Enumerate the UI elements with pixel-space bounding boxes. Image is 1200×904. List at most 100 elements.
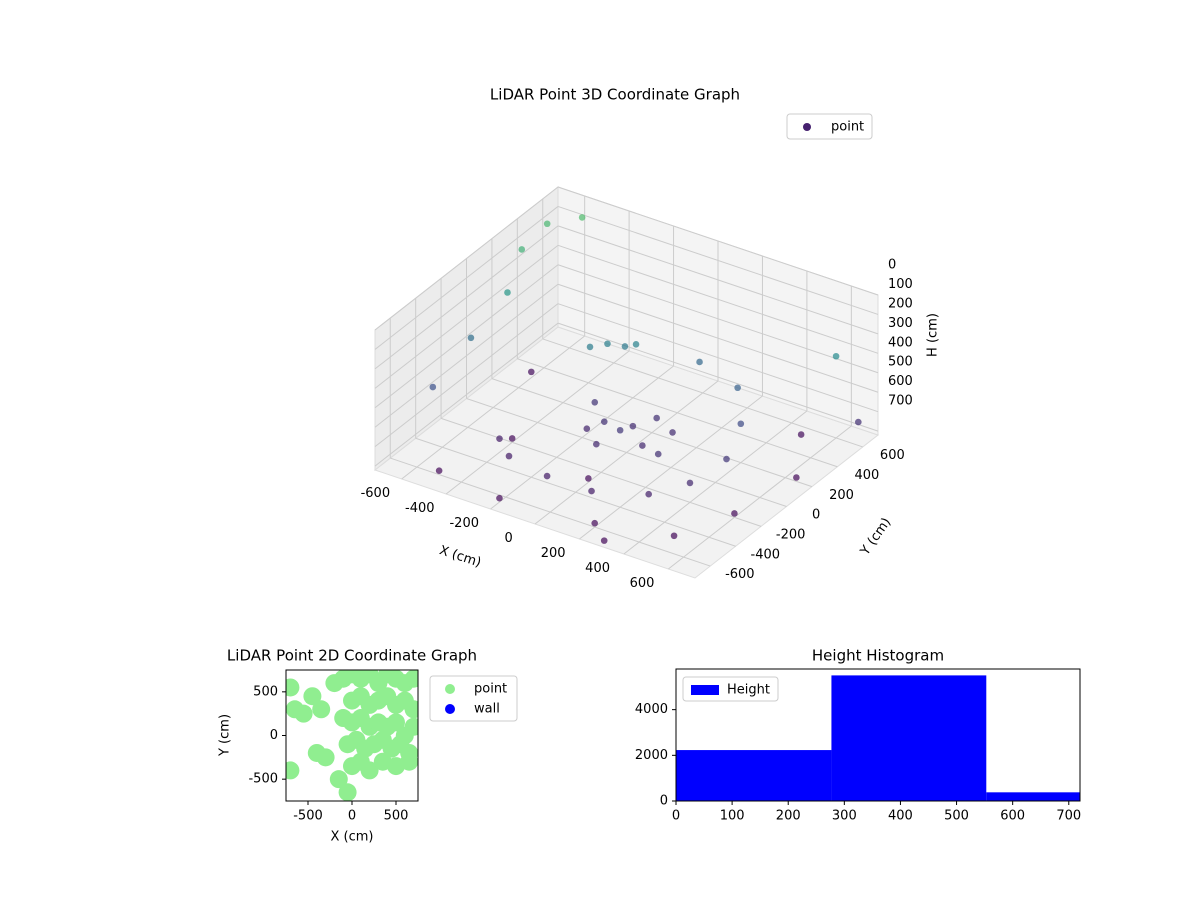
y-axis-label: Y (cm) bbox=[218, 714, 233, 757]
point bbox=[527, 368, 535, 376]
point bbox=[793, 474, 800, 481]
point bbox=[303, 687, 322, 706]
point bbox=[435, 467, 443, 474]
y-tick-label: -500 bbox=[248, 772, 278, 787]
point bbox=[505, 452, 513, 460]
point bbox=[600, 418, 608, 425]
x-tick-label: 500 bbox=[384, 809, 409, 824]
legend-label: wall bbox=[474, 702, 500, 717]
point bbox=[653, 414, 660, 422]
point bbox=[731, 510, 738, 517]
legend-box bbox=[786, 113, 873, 140]
plot-2d: -500 0 500 -500 0 500 X (cm) Y (cm) point wall bbox=[218, 669, 518, 845]
point bbox=[387, 713, 405, 732]
point bbox=[621, 343, 629, 350]
point bbox=[338, 783, 357, 801]
x-tick-label: 300 bbox=[832, 809, 857, 824]
z-tick-label: 600 bbox=[888, 374, 913, 389]
y-tick-label: 600 bbox=[880, 448, 905, 463]
grid-line bbox=[374, 303, 879, 448]
grid-line bbox=[374, 225, 879, 370]
bar bbox=[986, 792, 1080, 801]
legend-label: Height bbox=[727, 683, 770, 698]
y-tick-label: 0 bbox=[270, 728, 278, 743]
x-tick-label: 200 bbox=[776, 809, 801, 824]
x-tick-label: -400 bbox=[405, 501, 435, 516]
z-axis-label: H (cm) bbox=[926, 313, 941, 357]
point bbox=[467, 334, 475, 342]
x-tick-label: 600 bbox=[1000, 809, 1025, 824]
point bbox=[591, 398, 599, 406]
grid-line bbox=[374, 322, 879, 467]
x-tick-label: 0 bbox=[505, 531, 513, 546]
z-tick-label: 300 bbox=[888, 316, 913, 331]
point bbox=[496, 494, 503, 502]
x-tick-label: 400 bbox=[888, 809, 913, 824]
point bbox=[404, 700, 418, 719]
x-tick-label: -200 bbox=[449, 516, 479, 531]
legend-marker bbox=[803, 123, 811, 131]
point bbox=[593, 440, 600, 448]
point bbox=[629, 422, 637, 430]
x-tick-label: 100 bbox=[720, 809, 745, 824]
plot-3d: -600-400-2000200400600-600-400-200020040… bbox=[361, 113, 941, 591]
bar bbox=[831, 675, 987, 801]
legend-swatch bbox=[691, 685, 719, 695]
point bbox=[286, 761, 300, 780]
point bbox=[429, 383, 437, 391]
y-tick-label: -600 bbox=[725, 567, 755, 582]
point bbox=[404, 670, 418, 688]
x-axis-label: X (cm) bbox=[331, 830, 374, 845]
chart-title: LiDAR Point 2D Coordinate Graph bbox=[227, 647, 477, 665]
y-tick-label: 400 bbox=[855, 468, 880, 483]
x-tick-label: -600 bbox=[361, 486, 391, 501]
point bbox=[734, 384, 741, 392]
point bbox=[543, 472, 551, 480]
y-tick-label: 500 bbox=[253, 684, 278, 699]
point bbox=[616, 426, 624, 434]
point bbox=[543, 220, 551, 228]
points bbox=[286, 670, 418, 801]
point bbox=[686, 479, 694, 487]
point bbox=[360, 761, 379, 780]
point bbox=[508, 435, 516, 442]
y-tick-label: 200 bbox=[829, 488, 854, 503]
point bbox=[588, 487, 595, 495]
x-tick-label: 700 bbox=[1056, 809, 1081, 824]
plot-histogram: 0 100 200 300 400 500 600 700 0 2000 4000 Height bbox=[635, 668, 1081, 824]
point bbox=[797, 431, 805, 438]
point bbox=[639, 442, 646, 449]
y-tick-label: 0 bbox=[660, 794, 668, 809]
x-tick-label: 0 bbox=[348, 809, 356, 824]
point bbox=[654, 450, 662, 458]
point bbox=[504, 289, 511, 296]
point bbox=[496, 435, 503, 442]
point bbox=[329, 770, 348, 789]
legend-marker bbox=[445, 684, 455, 694]
grid-line bbox=[374, 283, 879, 428]
z-tick-label: 0 bbox=[888, 258, 896, 273]
point bbox=[312, 700, 331, 719]
point bbox=[604, 340, 611, 348]
y-tick-label: -200 bbox=[776, 528, 806, 543]
point bbox=[632, 341, 640, 348]
grid-line bbox=[374, 244, 879, 389]
point bbox=[586, 343, 594, 351]
point bbox=[669, 429, 676, 436]
x-tick-label: 0 bbox=[672, 809, 680, 824]
legend-label: point bbox=[831, 120, 864, 135]
point bbox=[404, 717, 418, 736]
z-tick-label: 700 bbox=[888, 394, 913, 409]
legend-marker bbox=[445, 704, 455, 714]
grid-line bbox=[374, 264, 879, 409]
point bbox=[316, 748, 335, 767]
point bbox=[583, 425, 591, 433]
chart-title: Height Histogram bbox=[812, 647, 944, 665]
z-tick-label: 500 bbox=[888, 355, 913, 370]
point bbox=[600, 537, 608, 544]
point bbox=[670, 532, 678, 540]
x-tick-label: -500 bbox=[293, 809, 323, 824]
z-tick-label: 200 bbox=[888, 296, 913, 311]
y-tick-label: -400 bbox=[751, 547, 781, 562]
point bbox=[737, 420, 745, 428]
